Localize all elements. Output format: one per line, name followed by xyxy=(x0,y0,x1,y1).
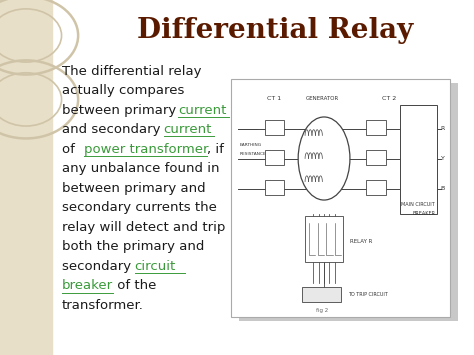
Bar xyxy=(265,120,284,135)
Bar xyxy=(305,216,344,262)
Text: Y: Y xyxy=(440,156,445,161)
Text: of the: of the xyxy=(113,279,156,292)
Text: The differential relay: The differential relay xyxy=(62,65,201,77)
Text: both the primary and: both the primary and xyxy=(62,240,204,253)
Bar xyxy=(265,151,284,165)
Text: TO TRIP CIRCUIT: TO TRIP CIRCUIT xyxy=(348,292,388,297)
Text: power transformer: power transformer xyxy=(84,143,208,155)
Text: transformer.: transformer. xyxy=(62,299,144,312)
Bar xyxy=(265,180,284,195)
Text: and secondary: and secondary xyxy=(62,123,165,136)
Text: secondary currents the: secondary currents the xyxy=(62,201,217,214)
Text: between primary: between primary xyxy=(62,104,181,116)
Bar xyxy=(366,120,385,135)
Text: CT 2: CT 2 xyxy=(382,96,396,101)
Text: MAIN CIRCUIT: MAIN CIRCUIT xyxy=(401,202,435,207)
Text: relay will detect and trip: relay will detect and trip xyxy=(62,221,225,234)
Text: R: R xyxy=(440,126,445,131)
Text: Differential Relay: Differential Relay xyxy=(137,17,413,44)
Text: actually compares: actually compares xyxy=(62,84,184,97)
Text: of: of xyxy=(62,143,79,155)
Bar xyxy=(302,286,341,302)
Bar xyxy=(231,79,450,317)
Ellipse shape xyxy=(298,117,350,200)
Text: current: current xyxy=(164,123,212,136)
Text: secondary: secondary xyxy=(62,260,136,273)
Text: RESISTANCE: RESISTANCE xyxy=(240,152,267,156)
Bar xyxy=(366,151,385,165)
Text: EARTHING: EARTHING xyxy=(240,143,262,147)
Text: GENERATOR: GENERATOR xyxy=(305,96,338,101)
Text: any unbalance found in: any unbalance found in xyxy=(62,162,219,175)
Text: breaker: breaker xyxy=(62,279,113,292)
Text: CT 1: CT 1 xyxy=(267,96,282,101)
Text: RELAY R: RELAY R xyxy=(350,239,372,244)
Bar xyxy=(0,0,52,355)
Bar xyxy=(239,83,458,321)
Bar xyxy=(400,105,438,214)
Text: current: current xyxy=(178,104,227,116)
Text: BREAKER: BREAKER xyxy=(412,211,435,217)
Text: between primary and: between primary and xyxy=(62,182,206,195)
Text: circuit: circuit xyxy=(135,260,176,273)
Bar xyxy=(366,180,385,195)
Text: B: B xyxy=(440,186,445,191)
Text: , if: , if xyxy=(207,143,224,155)
Text: fig 2: fig 2 xyxy=(316,308,328,313)
